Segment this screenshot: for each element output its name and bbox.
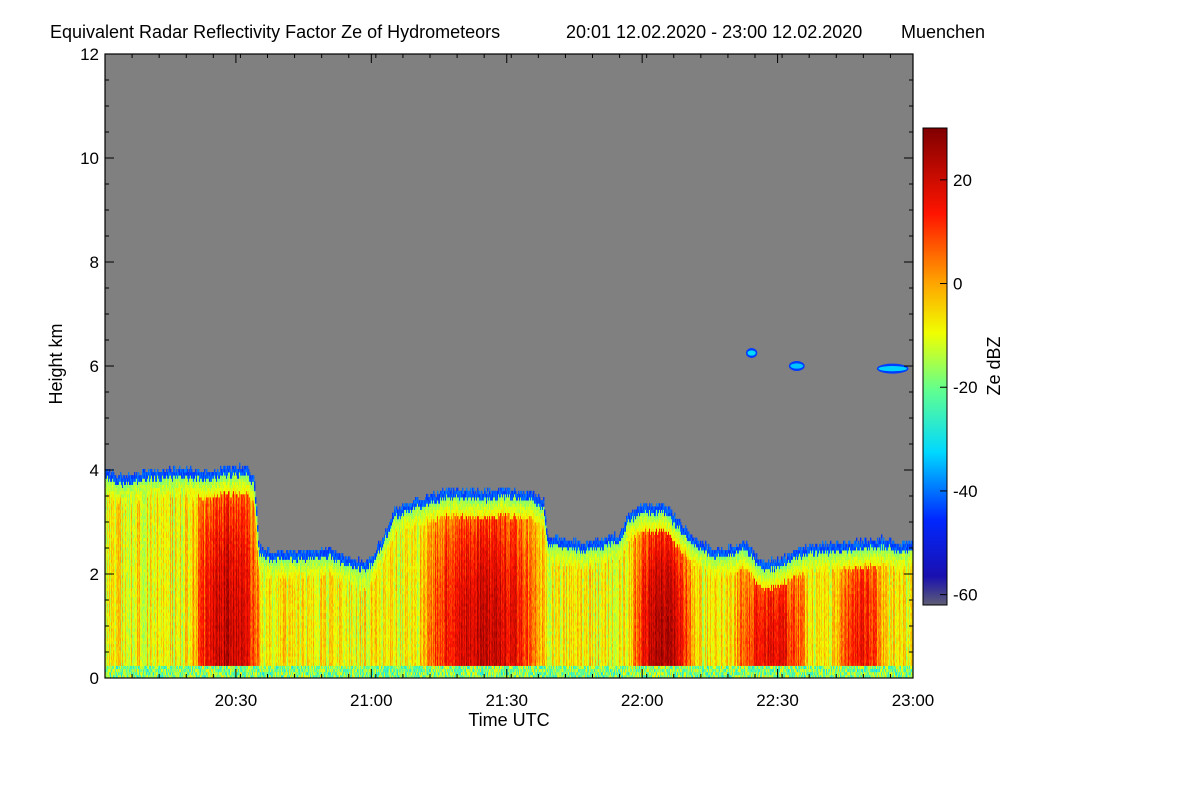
reflectivity-cell — [109, 469, 110, 473]
reflectivity-cell — [121, 475, 122, 479]
chart-location: Muenchen — [901, 22, 985, 42]
reflectivity-cell — [120, 472, 121, 476]
reflectivity-cell — [107, 469, 108, 473]
radar-chart: Equivalent Radar Reflectivity Factor Ze … — [0, 0, 1200, 800]
reflectivity-cell — [109, 472, 110, 476]
reflectivity-cell — [115, 475, 116, 479]
reflectivity-cell — [113, 472, 114, 476]
chart-period: 20:01 12.02.2020 - 23:00 12.02.2020 — [566, 22, 862, 42]
reflectivity-cell — [112, 469, 113, 473]
chart-title: Equivalent Radar Reflectivity Factor Ze … — [50, 22, 500, 42]
